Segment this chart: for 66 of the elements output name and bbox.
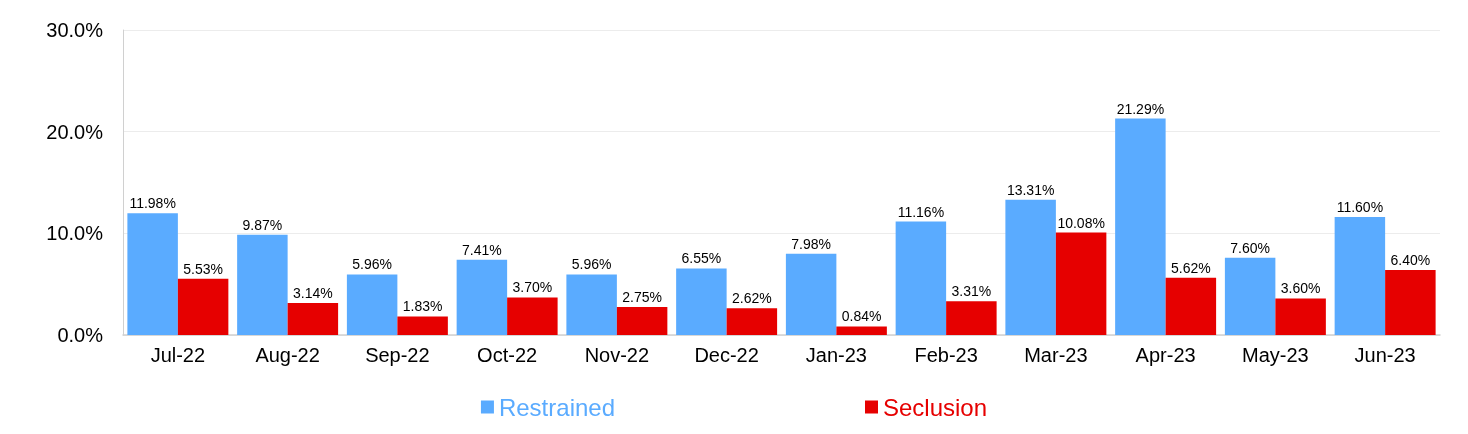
data-label: 0.84% <box>841 308 882 325</box>
bar <box>946 301 997 335</box>
data-label: 6.40% <box>1390 251 1431 268</box>
y-tick-label: 20.0% <box>46 120 104 143</box>
data-label: 1.83% <box>402 298 443 315</box>
bar <box>1165 277 1217 335</box>
data-label: 7.98% <box>791 235 831 252</box>
x-tick-label: Aug-22 <box>255 344 320 366</box>
y-tick-label: 0.0% <box>57 324 104 346</box>
bar <box>1385 269 1436 335</box>
bar <box>785 253 837 335</box>
bar <box>127 213 178 335</box>
data-label: 3.14% <box>293 285 333 302</box>
bar <box>566 274 617 335</box>
data-label: 7.41% <box>462 241 502 258</box>
data-label: 3.31% <box>951 283 992 300</box>
data-label: 9.87% <box>242 216 283 233</box>
x-tick-label: Nov-22 <box>584 344 650 366</box>
data-label: 11.16% <box>897 203 945 220</box>
legend-label: Restrained <box>498 393 615 421</box>
data-label: 5.53% <box>183 260 223 277</box>
bar <box>287 303 339 335</box>
data-label: 7.60% <box>1230 239 1270 256</box>
bar <box>1334 217 1386 335</box>
x-tick-label: Sep-22 <box>365 344 430 366</box>
data-label: 11.60% <box>1336 199 1384 216</box>
data-label: 5.62% <box>1171 259 1211 276</box>
bar <box>346 274 398 335</box>
bar <box>1055 232 1107 335</box>
data-label: 5.96% <box>571 256 612 273</box>
bar <box>895 221 947 335</box>
x-tick-label: Oct-22 <box>477 344 538 366</box>
bar <box>397 316 448 335</box>
x-tick-label: Jun-23 <box>1354 344 1416 366</box>
data-label: 5.96% <box>352 256 392 273</box>
bar <box>726 308 778 335</box>
data-label: 2.62% <box>732 290 772 307</box>
bar <box>237 234 288 335</box>
x-tick-label: Dec-22 <box>694 344 759 366</box>
x-tick-label: Feb-23 <box>914 344 978 366</box>
x-tick-label: Jan-23 <box>805 344 867 366</box>
x-tick-label: Mar-23 <box>1024 344 1088 366</box>
data-label: 11.98% <box>129 195 176 212</box>
bar <box>507 297 558 335</box>
x-tick-label: Jul-22 <box>150 344 206 366</box>
bar <box>616 307 668 335</box>
bar <box>1224 257 1276 335</box>
bar <box>676 268 727 335</box>
data-label: 13.31% <box>1006 181 1055 198</box>
x-tick-label: May-23 <box>1242 344 1309 366</box>
bar <box>836 326 887 335</box>
data-label: 2.75% <box>622 289 662 306</box>
data-label: 3.60% <box>1280 280 1321 297</box>
y-tick-label: 10.0% <box>46 222 104 245</box>
data-label: 10.08% <box>1057 214 1105 231</box>
data-label: 3.70% <box>512 279 553 296</box>
bar <box>1115 118 1166 335</box>
bar <box>1005 199 1056 335</box>
bar <box>177 278 229 335</box>
bar <box>1275 298 1326 335</box>
x-tick-label: Apr-23 <box>1135 344 1196 366</box>
legend-label: Seclusion <box>883 393 988 421</box>
y-tick-label: 30.0% <box>46 19 104 41</box>
data-label: 21.29% <box>1116 100 1165 117</box>
bar <box>456 259 508 335</box>
data-label: 6.55% <box>681 250 722 267</box>
